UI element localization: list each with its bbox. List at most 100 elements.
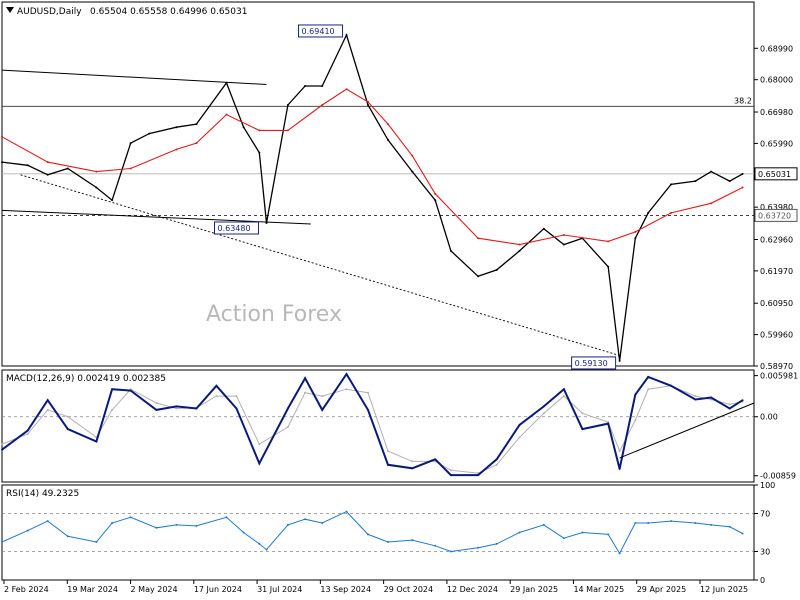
- time-tick-label-3: 17 Jun 2024: [194, 585, 242, 594]
- macd-point-macd-15: [321, 408, 324, 411]
- macd-point-macd-4: [95, 440, 98, 443]
- macd-point-signal-25: [542, 412, 545, 415]
- rsi-point-9: [195, 524, 198, 527]
- rsi-point-16: [321, 522, 324, 524]
- time-tick-label-7: 12 Dec 2024: [447, 585, 498, 594]
- series-point-price-30: [618, 359, 621, 362]
- macd-trendline: [619, 402, 755, 459]
- macd-point-signal-23: [495, 463, 498, 466]
- annotation-label-2: 0.59130: [575, 359, 608, 368]
- macd-point-macd-25: [542, 405, 545, 408]
- price-tick-label-4: 0.63980: [760, 203, 793, 212]
- macd-point-signal-14: [304, 391, 307, 394]
- macd-point-macd-14: [304, 377, 307, 380]
- series-point-ma-20: [670, 211, 673, 214]
- macd-point-signal-2: [46, 408, 49, 411]
- rsi-point-22: [449, 550, 452, 553]
- series-point-price-22: [449, 249, 452, 252]
- fib-382-label: 38.2: [734, 96, 752, 105]
- series-point-price-20: [411, 170, 414, 173]
- macd-point-signal-21: [449, 469, 452, 472]
- macd-point-signal-33: [694, 395, 697, 398]
- macd-point-macd-28: [607, 422, 610, 425]
- macd-point-signal-8: [175, 407, 178, 410]
- price-tick-label-2: 0.66980: [760, 108, 793, 117]
- series-point-price-8: [175, 126, 178, 129]
- series-point-price-6: [129, 142, 132, 145]
- time-tick-label-8: 29 Jan 2025: [510, 585, 558, 594]
- time-tick-label-4: 31 Jul 2024: [257, 585, 302, 594]
- rsi-point-36: [728, 525, 731, 528]
- series-point-ma-15: [477, 237, 480, 240]
- ohlc-label: 0.65504 0.65558 0.64996 0.65031: [90, 7, 247, 17]
- macd-point-signal-29: [618, 450, 621, 453]
- macd-point-signal-3: [66, 415, 69, 418]
- rsi-series-line: [1, 510, 743, 555]
- macd-point-signal-7: [155, 401, 158, 404]
- series-point-ma-19: [634, 230, 637, 233]
- macd-point-signal-16: [345, 388, 348, 391]
- macd-point-signal-30: [634, 419, 637, 422]
- series-point-ma-2: [95, 170, 98, 173]
- macd-point-signal-1: [26, 432, 29, 435]
- time-tick-label-10: 29 Apr 2025: [637, 585, 686, 594]
- macd-point-macd-5: [111, 388, 114, 391]
- series-point-price-0: [1, 161, 3, 164]
- rsi-point-13: [265, 548, 268, 551]
- rsi-point-10: [225, 516, 228, 519]
- rsi-point-12: [258, 542, 261, 545]
- rsi-point-8: [175, 523, 178, 526]
- lower-horizontal-line: [1, 209, 311, 225]
- macd-point-macd-7: [155, 408, 158, 411]
- series-point-price-17: [345, 33, 348, 36]
- macd-point-macd-10: [215, 384, 218, 387]
- rsi-point-33: [670, 520, 673, 523]
- time-tick-label-1: 19 Mar 2024: [67, 585, 118, 594]
- annotation-box-1: [213, 221, 259, 235]
- macd-point-macd-0: [1, 448, 3, 451]
- rsi-point-1: [26, 529, 29, 532]
- macd-point-macd-30: [634, 393, 637, 396]
- price-tick-label-9: 0.58970: [760, 362, 793, 371]
- macd-tick-label-1: 0.00: [760, 413, 778, 422]
- series-point-price-31: [634, 237, 637, 240]
- macd-point-macd-18: [387, 463, 390, 466]
- current-price-label: 0.65031: [758, 170, 791, 179]
- rsi-point-25: [518, 531, 521, 534]
- series-point-ma-13: [411, 154, 414, 157]
- collapse-triangle-icon[interactable]: [6, 7, 14, 13]
- series-point-price-27: [562, 243, 565, 246]
- price-tick-label-7: 0.60950: [760, 299, 793, 308]
- series-point-ma-7: [258, 129, 261, 132]
- macd-point-macd-24: [518, 423, 521, 426]
- series-point-price-29: [607, 265, 610, 268]
- macd-point-macd-32: [670, 384, 673, 387]
- macd-point-signal-0: [1, 443, 3, 446]
- rsi-point-20: [411, 539, 414, 542]
- rsi-point-0: [1, 541, 3, 543]
- price-tick-label-1: 0.68000: [760, 76, 793, 85]
- series-point-ma-1: [46, 161, 49, 164]
- macd-panel-frame: [1, 369, 755, 483]
- macd-point-macd-11: [235, 407, 238, 410]
- series-point-price-7: [148, 132, 151, 135]
- macd-point-signal-35: [728, 403, 731, 406]
- macd-point-signal-19: [411, 460, 414, 463]
- price-tick-label-5: 0.62960: [760, 235, 793, 244]
- macd-point-macd-33: [694, 398, 697, 401]
- rsi-point-2: [46, 520, 49, 523]
- macd-point-macd-23: [495, 458, 498, 461]
- macd-point-signal-11: [235, 395, 238, 398]
- support-level-label: 0.63720: [758, 211, 791, 220]
- series-point-ma-3: [129, 167, 132, 170]
- rsi-point-19: [387, 541, 390, 543]
- series-point-ma-5: [195, 142, 198, 145]
- macd-point-signal-34: [710, 398, 713, 401]
- rsi-point-26: [542, 523, 545, 526]
- annotation-box-2: [571, 356, 617, 370]
- price-tick-label-0: 0.68990: [760, 44, 793, 53]
- rsi-point-17: [345, 510, 348, 513]
- series-point-ma-8: [286, 129, 289, 132]
- rsi-point-5: [111, 522, 114, 524]
